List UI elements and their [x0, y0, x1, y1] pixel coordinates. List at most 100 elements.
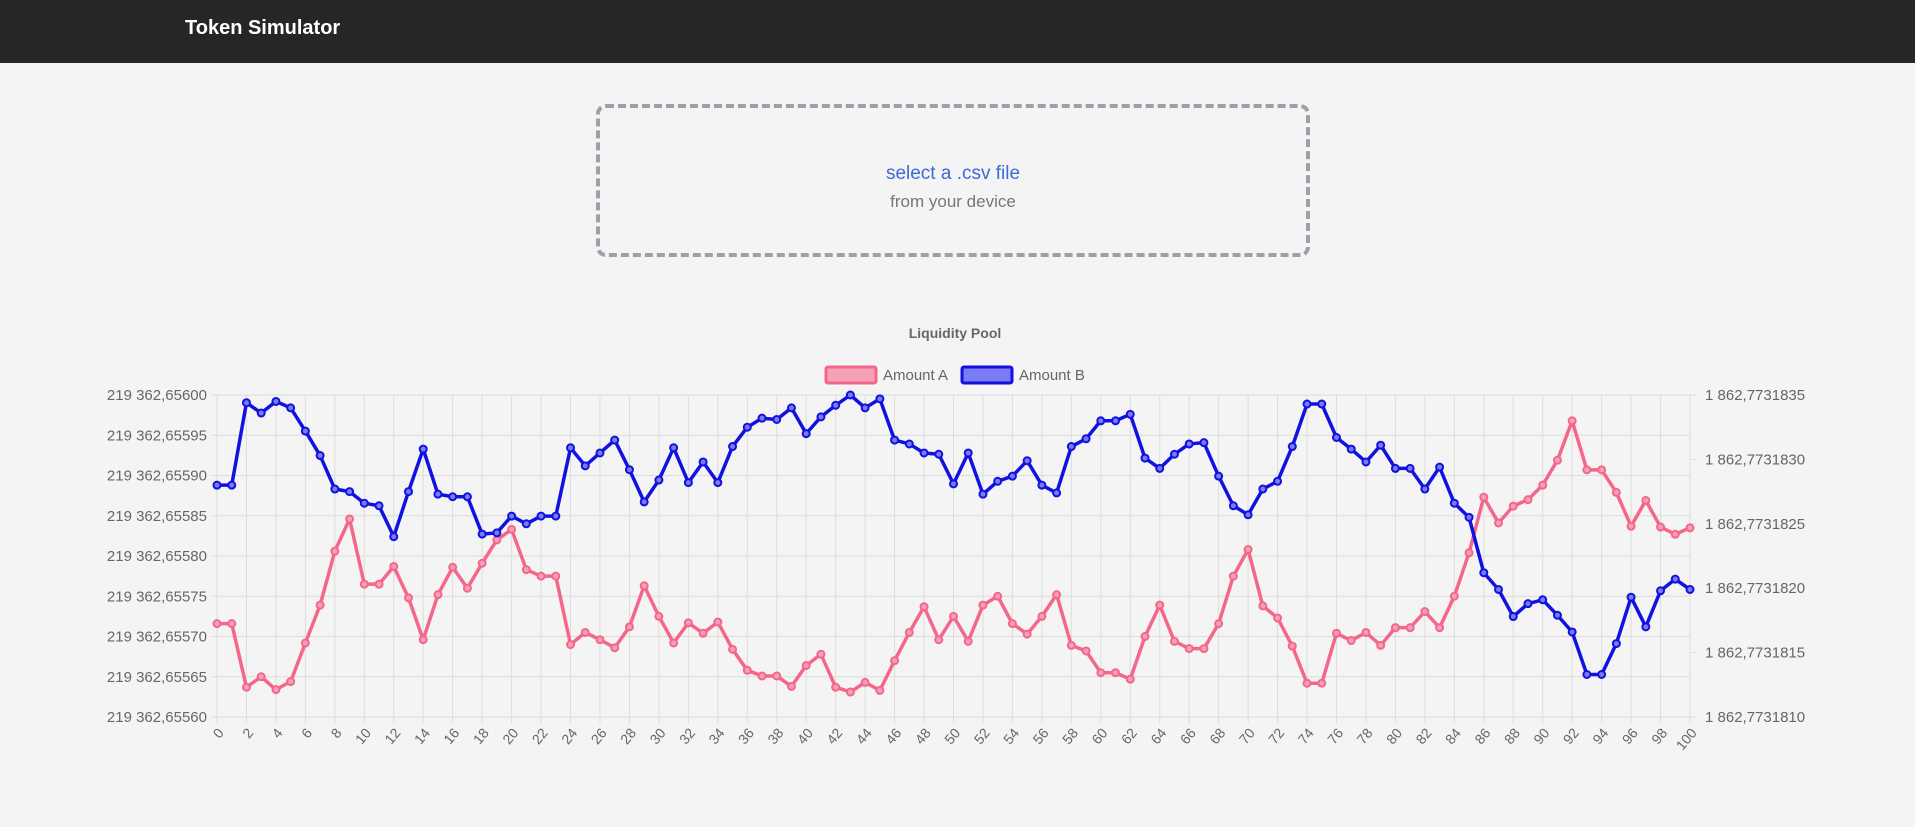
- legend-label-amount-a: Amount A: [883, 367, 948, 384]
- data-point-amount-a: [1052, 590, 1062, 600]
- y-right-tick-label: 1 862,7731825: [1705, 516, 1805, 533]
- x-axis: 0 2 4 6 8 10 12 14 16 18 20 22 24 26 28 30 32 34 36 38 40 42 4…: [210, 725, 1700, 753]
- x-tick-label: 66: [1177, 725, 1199, 747]
- legend-item-amount-a[interactable]: Amount A: [824, 365, 948, 385]
- data-point-amount-b: [919, 448, 929, 458]
- data-point-amount-a: [1449, 591, 1459, 601]
- data-point-amount-a: [1273, 613, 1283, 623]
- data-point-amount-a: [949, 611, 958, 621]
- data-point-amount-a: [1346, 636, 1356, 646]
- data-point-amount-b: [816, 412, 826, 422]
- data-point-amount-b: [904, 439, 914, 449]
- x-tick-label: 4: [268, 725, 285, 741]
- data-point-amount-a: [315, 600, 325, 610]
- data-point-amount-b: [330, 484, 340, 494]
- data-point-amount-a: [1317, 678, 1327, 688]
- data-point-amount-b: [1111, 416, 1121, 426]
- data-point-amount-b: [1155, 463, 1165, 473]
- data-point-amount-b: [1096, 416, 1106, 426]
- data-point-amount-a: [831, 682, 841, 692]
- data-point-amount-b: [1302, 399, 1312, 409]
- data-point-amount-b: [315, 451, 325, 461]
- data-point-amount-b: [1538, 595, 1548, 605]
- data-point-amount-b: [1140, 453, 1150, 463]
- legend-item-amount-b[interactable]: Amount B: [960, 365, 1085, 385]
- x-tick-label: 54: [1000, 725, 1022, 747]
- data-point-amount-a: [566, 640, 576, 650]
- data-point-amount-b: [1567, 627, 1577, 637]
- x-tick-label: 20: [499, 725, 521, 747]
- data-point-amount-a: [1287, 641, 1297, 651]
- data-point-amount-b: [1670, 574, 1680, 584]
- data-point-amount-b: [1125, 409, 1135, 419]
- x-tick-label: 100: [1673, 725, 1700, 753]
- data-point-amount-a: [860, 677, 870, 687]
- data-point-amount-a: [227, 619, 237, 629]
- data-point-amount-b: [1523, 599, 1533, 609]
- x-tick-label: 16: [440, 725, 462, 747]
- data-point-amount-b: [359, 498, 369, 508]
- data-point-amount-b: [683, 478, 693, 488]
- data-point-amount-b: [1508, 612, 1518, 622]
- data-point-amount-a: [1538, 480, 1548, 490]
- x-tick-label: 32: [676, 725, 698, 747]
- data-point-amount-b: [403, 487, 413, 497]
- data-point-amount-a: [330, 546, 340, 556]
- data-point-amount-a: [875, 685, 885, 695]
- data-point-amount-a: [1390, 623, 1400, 633]
- data-point-amount-b: [227, 480, 237, 490]
- data-point-amount-b: [757, 413, 767, 423]
- data-point-amount-a: [1111, 668, 1121, 678]
- data-point-amount-b: [507, 511, 517, 521]
- data-point-amount-a: [595, 635, 605, 645]
- x-tick-label: 86: [1471, 725, 1493, 747]
- x-tick-label: 42: [823, 725, 845, 747]
- select-csv-link[interactable]: select a .csv file: [885, 163, 1021, 184]
- data-point-amount-a: [374, 579, 384, 589]
- data-point-amount-b: [728, 442, 738, 452]
- data-point-amount-a: [477, 558, 487, 568]
- data-point-amount-a: [1376, 640, 1386, 650]
- data-point-amount-a: [816, 649, 826, 659]
- csv-dropzone[interactable]: select a .csv file from your device: [596, 104, 1310, 257]
- data-point-amount-a: [1022, 629, 1032, 639]
- data-point-amount-b: [801, 429, 811, 439]
- data-point-amount-a: [418, 635, 428, 645]
- data-point-amount-b: [418, 444, 428, 454]
- data-point-amount-b: [241, 398, 251, 408]
- data-point-amount-b: [1258, 484, 1268, 494]
- data-point-amount-a: [345, 514, 355, 524]
- data-point-amount-a: [1611, 487, 1621, 497]
- x-tick-label: 56: [1029, 725, 1051, 747]
- data-point-amount-a: [1155, 600, 1165, 610]
- data-point-amount-b: [742, 422, 752, 432]
- x-tick-label: 12: [381, 725, 403, 747]
- data-point-amount-b: [345, 487, 355, 497]
- data-point-amount-a: [934, 635, 944, 645]
- data-point-amount-b: [610, 435, 620, 445]
- data-point-amount-b: [1685, 584, 1695, 594]
- data-point-amount-a: [890, 656, 900, 666]
- app-title[interactable]: Token Simulator: [185, 17, 341, 39]
- x-tick-label: 78: [1353, 725, 1375, 747]
- data-point-amount-b: [949, 479, 958, 489]
- data-point-amount-a: [683, 618, 693, 628]
- data-point-amount-a: [1228, 571, 1238, 581]
- x-tick-label: 2: [239, 725, 256, 741]
- dropzone-subtext: from your device: [890, 192, 1016, 211]
- x-tick-label: 90: [1530, 725, 1552, 747]
- data-point-amount-b: [1641, 622, 1651, 632]
- data-point-amount-b: [1464, 512, 1474, 522]
- data-point-amount-b: [374, 501, 384, 511]
- data-point-amount-b: [1494, 584, 1504, 594]
- data-point-amount-b: [256, 408, 266, 418]
- data-point-amount-a: [772, 671, 782, 681]
- data-point-amount-a: [462, 583, 472, 593]
- data-point-amount-b: [212, 480, 222, 490]
- data-point-amount-a: [1405, 623, 1415, 633]
- data-point-amount-a: [551, 571, 561, 581]
- data-point-amount-a: [610, 643, 620, 653]
- top-navbar: Token Simulator: [0, 0, 1915, 63]
- y-left-tick-label: 219 362,65600: [107, 387, 207, 404]
